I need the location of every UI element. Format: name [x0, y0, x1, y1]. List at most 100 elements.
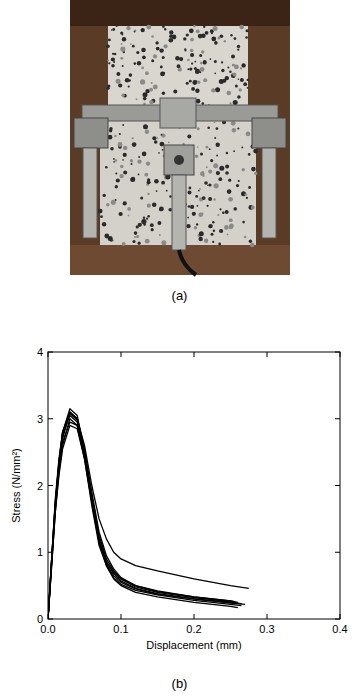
speckle	[211, 32, 213, 34]
speckle	[143, 92, 148, 97]
speckle	[237, 45, 240, 48]
speckle	[161, 240, 166, 245]
speckle	[241, 63, 245, 67]
speckle	[189, 68, 192, 71]
speckle	[175, 56, 179, 60]
y-tick-right	[335, 418, 340, 419]
speckle	[234, 37, 237, 40]
speckle	[229, 71, 231, 73]
speckle	[116, 25, 118, 27]
speckle	[119, 133, 121, 135]
speckle	[214, 41, 218, 45]
speckle	[119, 174, 123, 178]
speckle	[191, 87, 195, 91]
speckle	[147, 215, 150, 218]
speckle	[191, 63, 193, 65]
speckle	[161, 134, 165, 138]
speckle	[240, 67, 242, 69]
x-tick-top	[340, 352, 341, 357]
speckle	[136, 225, 139, 228]
speckle	[202, 196, 206, 200]
speckle	[195, 154, 199, 158]
speckle	[123, 153, 127, 157]
speckle	[150, 223, 154, 227]
speckle	[240, 78, 244, 82]
speckle	[214, 60, 217, 63]
speckle	[233, 100, 238, 105]
speckle	[204, 239, 208, 243]
speckle	[116, 72, 120, 76]
speckle	[221, 69, 224, 72]
speckle	[227, 67, 229, 69]
speckle	[216, 143, 220, 147]
speckle	[123, 201, 127, 205]
speckle	[159, 234, 161, 236]
speckle	[107, 60, 109, 62]
y-tick	[48, 485, 53, 486]
speckle	[149, 88, 153, 92]
speckle	[219, 166, 224, 171]
speckle	[232, 128, 236, 132]
speckle	[120, 47, 125, 52]
upper-platen	[70, 0, 290, 26]
curve	[48, 412, 249, 619]
speckle	[120, 31, 123, 34]
speckle	[142, 152, 147, 157]
speckle	[211, 37, 216, 42]
speckle	[111, 29, 113, 31]
speckle	[122, 37, 126, 41]
speckle	[199, 237, 203, 241]
speckle	[200, 152, 203, 155]
speckle	[132, 240, 135, 243]
speckle	[106, 45, 109, 48]
speckle	[108, 39, 111, 42]
speckle	[199, 188, 201, 190]
speckle	[143, 124, 148, 129]
speckle	[206, 166, 208, 168]
speckle	[190, 49, 194, 53]
speckle	[128, 79, 131, 82]
speckle	[123, 171, 127, 175]
speckle	[134, 29, 136, 31]
speckle	[197, 146, 199, 148]
caption: (b)	[172, 676, 188, 691]
photo-background	[70, 0, 290, 275]
speckle	[152, 136, 156, 140]
speckle	[234, 65, 239, 70]
photo	[70, 0, 290, 275]
x-tick-label: 0.2	[186, 623, 201, 635]
speckle	[228, 197, 233, 202]
speckle	[179, 57, 183, 61]
speckle	[239, 25, 244, 30]
speckle	[203, 61, 207, 65]
speckle	[134, 231, 138, 235]
speckle	[177, 64, 181, 68]
speckle	[213, 163, 218, 168]
speckle	[214, 73, 216, 75]
speckle	[216, 171, 220, 175]
speckle	[140, 79, 145, 84]
speckle	[162, 56, 165, 59]
speckle	[122, 34, 124, 36]
speckle	[242, 221, 245, 224]
speckle	[141, 67, 144, 70]
speckle	[145, 239, 150, 244]
speckle	[169, 30, 173, 34]
speckle	[114, 135, 116, 137]
speckle	[207, 126, 210, 129]
speckle	[203, 26, 205, 28]
y-tick-label: 4	[37, 346, 43, 358]
speckle	[235, 85, 238, 88]
fixture-plate	[160, 98, 196, 128]
speckle	[251, 206, 255, 210]
x-tick	[194, 614, 195, 619]
curve	[48, 409, 238, 619]
speckle	[239, 88, 242, 91]
speckle	[200, 67, 205, 72]
speckle	[146, 25, 151, 30]
speckle	[248, 153, 251, 156]
speckle	[143, 223, 146, 226]
speckle	[141, 28, 145, 32]
speckle	[230, 34, 232, 36]
speckle	[211, 88, 215, 92]
